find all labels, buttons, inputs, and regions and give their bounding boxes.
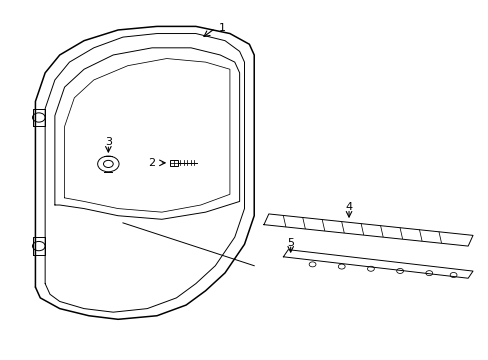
Text: 5: 5: [286, 238, 294, 248]
Text: 1: 1: [219, 23, 225, 33]
Text: 2: 2: [148, 158, 155, 168]
Bar: [170, 159, 178, 166]
Text: 4: 4: [345, 202, 352, 212]
Text: 3: 3: [104, 138, 112, 148]
